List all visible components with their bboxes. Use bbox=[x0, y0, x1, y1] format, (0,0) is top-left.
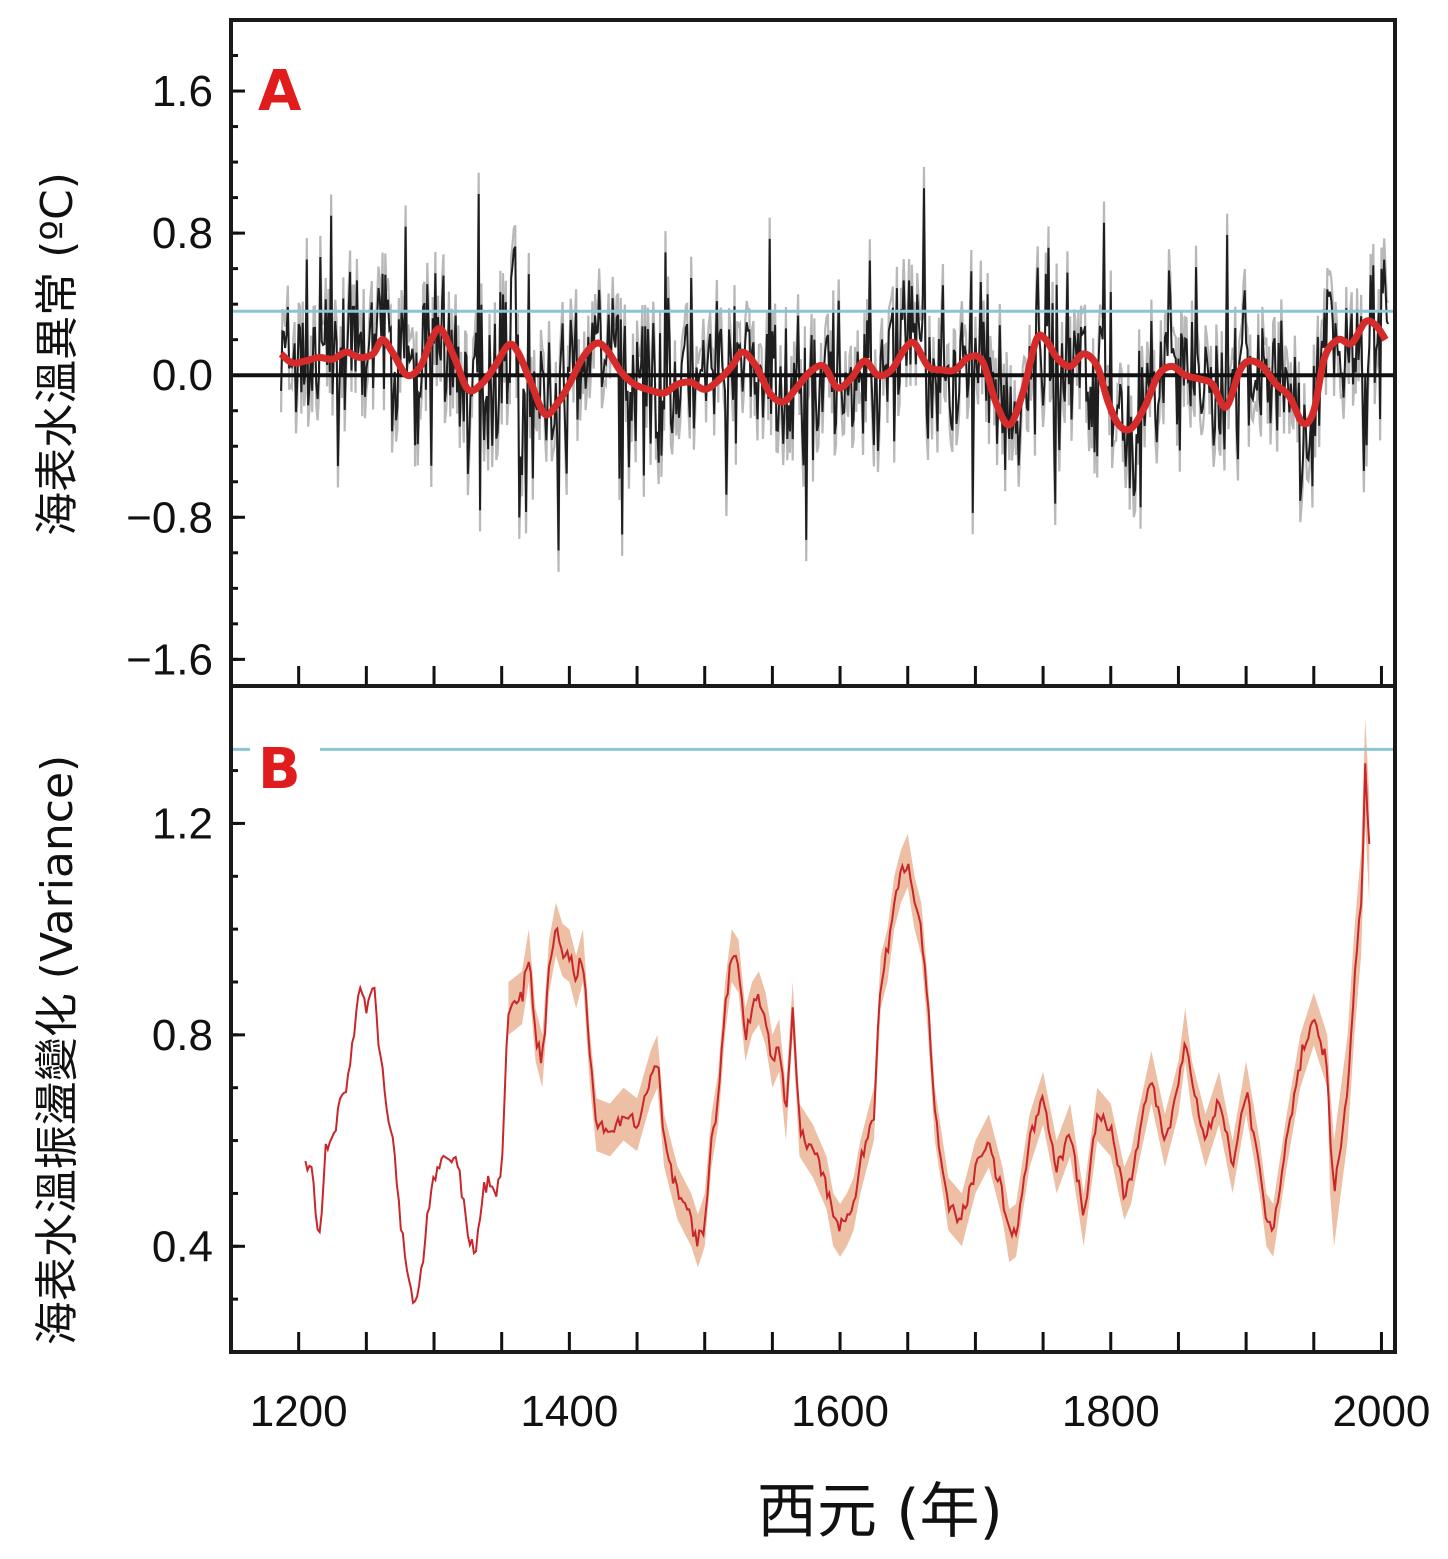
annual-series bbox=[280, 188, 1390, 551]
x-axis-title: 西元 (年) bbox=[757, 1477, 1003, 1547]
y-tick-label-b: 1.2 bbox=[152, 799, 213, 848]
variance-series bbox=[304, 763, 1371, 1305]
variance-uncertainty-band bbox=[508, 717, 1370, 1268]
annual-band-line bbox=[279, 166, 1390, 572]
y-axis-title-b: 海表水溫振盪變化 (Variance) bbox=[32, 755, 83, 1345]
y-tick-label-a: 0.8 bbox=[152, 209, 213, 258]
y-tick-label-a: −1.6 bbox=[126, 635, 213, 684]
y-axis-a: 1.6 0.8 0.0 −0.8 −1.6 bbox=[126, 54, 245, 684]
x-axis: 1200 1400 1600 1800 2000 bbox=[250, 666, 1431, 1436]
panel-a: 1.6 0.8 0.0 −0.8 −1.6 A bbox=[126, 54, 1395, 684]
x-tick-label: 2000 bbox=[1333, 1387, 1431, 1436]
x-tick-label: 1800 bbox=[1062, 1387, 1160, 1436]
y-tick-label-b: 0.8 bbox=[152, 1011, 213, 1060]
panel-label-b: B bbox=[258, 737, 301, 802]
y-tick-label-b: 0.4 bbox=[152, 1222, 213, 1271]
panel-label-b-background bbox=[250, 742, 320, 800]
annual-line bbox=[280, 188, 1390, 551]
y-tick-label-a: 0.0 bbox=[152, 351, 213, 400]
panel-b-frame bbox=[229, 684, 1397, 1354]
x-tick-label: 1600 bbox=[791, 1387, 889, 1436]
annual-band bbox=[279, 166, 1390, 572]
panel-b: B 1.2 0.8 0.4 1200 1400 1600 1800 2000 bbox=[152, 666, 1431, 1436]
x-tick-label: 1200 bbox=[250, 1387, 348, 1436]
panel-label-a: A bbox=[258, 59, 302, 124]
y-tick-label-a: 1.6 bbox=[152, 67, 213, 116]
smoothed-series bbox=[278, 317, 1389, 434]
y-axis-b: 1.2 0.8 0.4 bbox=[152, 769, 245, 1301]
y-tick-label-a: −0.8 bbox=[126, 493, 213, 542]
y-axis-title-a: 海表水溫異常 (ºC) bbox=[32, 172, 83, 536]
x-tick-label: 1400 bbox=[520, 1387, 618, 1436]
